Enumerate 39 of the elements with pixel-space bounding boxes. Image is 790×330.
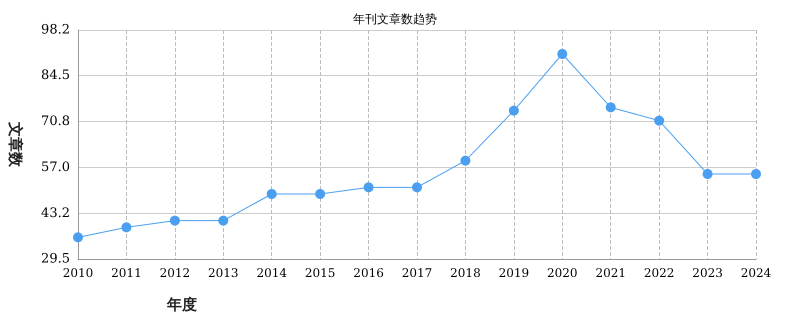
point — [364, 182, 374, 192]
point — [751, 169, 761, 179]
chart-title: 年刊文章数趋势 — [353, 12, 437, 26]
x-tick-label: 2013 — [208, 266, 239, 280]
x-tick-label: 2019 — [498, 266, 530, 280]
point — [73, 232, 83, 242]
point — [170, 216, 180, 226]
point — [266, 189, 277, 199]
y-tick-label: 43.2 — [41, 206, 70, 221]
x-tick-label: 2018 — [450, 266, 481, 280]
y-tick-label: 29.5 — [41, 252, 70, 266]
point — [412, 182, 422, 192]
x-tick-label: 2012 — [160, 266, 190, 280]
x-tick-label: 2023 — [692, 266, 723, 280]
x-tick-label: 2022 — [644, 266, 674, 280]
x-tick-label: 2017 — [402, 266, 432, 280]
x-tick-label: 2011 — [111, 266, 142, 280]
point — [460, 156, 470, 166]
x-tick-label: 2010 — [62, 266, 94, 280]
x-tick-label: 2016 — [353, 266, 384, 280]
x-tick-label: 2021 — [595, 266, 626, 280]
x-tick-label: 2020 — [547, 266, 578, 280]
y-tick-label: 57.0 — [41, 160, 70, 175]
point — [315, 189, 326, 199]
x-axis-title: 年度 — [166, 296, 197, 314]
x-tick-label: 2014 — [256, 266, 288, 280]
y-tick-label: 98.2 — [41, 22, 70, 38]
point — [702, 169, 713, 179]
point — [654, 116, 664, 126]
point — [218, 216, 228, 226]
x-tick-label: 2024 — [740, 266, 772, 280]
point — [606, 102, 616, 112]
y-tick-label: 70.8 — [41, 114, 70, 129]
x-tick-label: 2015 — [304, 266, 336, 280]
y-axis-title: 文章数 — [6, 121, 24, 168]
point — [557, 49, 568, 59]
point — [121, 222, 132, 232]
y-tick-label: 84.5 — [41, 68, 70, 84]
point — [508, 106, 519, 116]
